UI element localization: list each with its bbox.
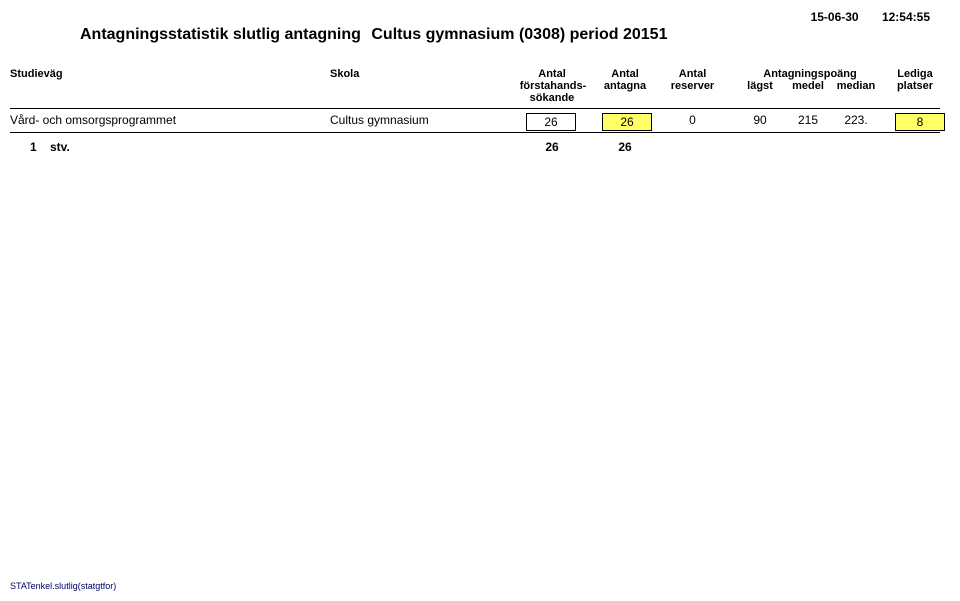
time: 12:54:55 bbox=[882, 10, 930, 24]
col-skola: Skola bbox=[330, 68, 359, 80]
cell-antagna: 26 bbox=[602, 113, 652, 131]
page-title: Antagningsstatistik slutlig antagning Cu… bbox=[80, 26, 667, 44]
col-antal-1: Antal bbox=[522, 68, 582, 80]
summary-count: 1 bbox=[30, 140, 37, 154]
col-platser: platser bbox=[890, 80, 940, 92]
date: 15-06-30 bbox=[811, 10, 859, 24]
col-antal-2: Antal bbox=[600, 68, 650, 80]
row-rule bbox=[10, 132, 940, 133]
cell-lediga: 8 bbox=[895, 113, 945, 131]
summary-label: stv. bbox=[50, 140, 70, 154]
cell-studievag: Vård- och omsorgsprogrammet bbox=[10, 113, 176, 127]
cell-skola: Cultus gymnasium bbox=[330, 113, 429, 127]
col-sokande: sökande bbox=[522, 92, 582, 104]
cell-lagst: 90 bbox=[740, 113, 780, 127]
cell-medel: 215 bbox=[788, 113, 828, 127]
title-right: Cultus gymnasium (0308) period 20151 bbox=[371, 26, 667, 43]
col-antagna: antagna bbox=[600, 80, 650, 92]
summary-forstahands: 26 bbox=[522, 140, 582, 154]
col-studievag: Studieväg bbox=[10, 68, 63, 80]
header-rule bbox=[10, 108, 940, 109]
title-left: Antagningsstatistik slutlig antagning bbox=[80, 26, 361, 43]
col-antal-3: Antal bbox=[665, 68, 720, 80]
timestamp: 15-06-30 12:54:55 bbox=[791, 10, 930, 24]
col-median: median bbox=[834, 80, 878, 92]
col-antagningspoang: Antagningspoäng bbox=[750, 68, 870, 80]
col-lediga: Lediga bbox=[890, 68, 940, 80]
col-medel: medel bbox=[788, 80, 828, 92]
cell-median: 223. bbox=[834, 113, 878, 127]
col-lagst: lägst bbox=[740, 80, 780, 92]
col-reserver: reserver bbox=[665, 80, 720, 92]
cell-reserver: 0 bbox=[665, 113, 720, 127]
cell-forstahands: 26 bbox=[526, 113, 576, 131]
footer: STATenkel.slutlig(statgtfor) bbox=[10, 581, 116, 591]
col-forstahands: förstahands- bbox=[515, 80, 591, 92]
summary-antagna: 26 bbox=[600, 140, 650, 154]
